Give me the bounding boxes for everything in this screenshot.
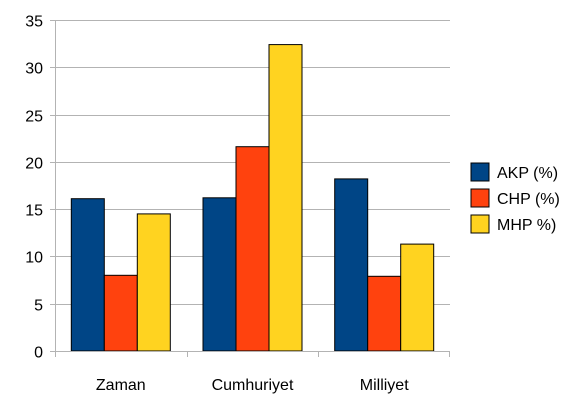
axes [50,20,450,357]
bar-zaman-1 [103,274,138,352]
legend-swatch-0 [470,162,490,182]
y-tick-label: 0 [34,345,43,362]
x-category-label: Cumhuriyet [212,377,294,394]
y-tick-label: 30 [25,61,43,78]
legend-swatch-1 [470,188,490,208]
legend-label-0: AKP (%) [497,165,558,182]
y-tick-label: 5 [34,298,43,315]
bar-cumhuriyet-1 [235,146,270,352]
y-tick-label: 20 [25,156,43,173]
bar-zaman-0 [70,198,105,352]
x-category-label: Zaman [96,377,146,394]
bar-cumhuriyet-2 [268,44,303,352]
bar-milliyet-2 [400,243,435,352]
legend: AKP (%) CHP (%) MHP %) [470,162,560,234]
y-tick-labels: 0 5 10 15 20 25 30 35 [25,14,43,362]
y-tick-label: 10 [25,250,43,267]
y-tick-label: 15 [25,203,43,220]
bars [70,44,435,352]
x-category-labels: Zaman Cumhuriyet Milliyet [96,377,409,394]
bar-zaman-2 [136,213,171,352]
bar-milliyet-1 [367,275,402,352]
y-tick-label: 35 [25,14,43,31]
y-tick-label: 25 [25,109,43,126]
bar-milliyet-0 [334,178,369,352]
x-category-label: Milliyet [360,377,409,394]
legend-label-2: MHP %) [497,217,556,234]
legend-label-1: CHP (%) [497,191,560,208]
legend-swatch-2 [470,214,490,234]
bar-cumhuriyet-0 [202,197,237,352]
